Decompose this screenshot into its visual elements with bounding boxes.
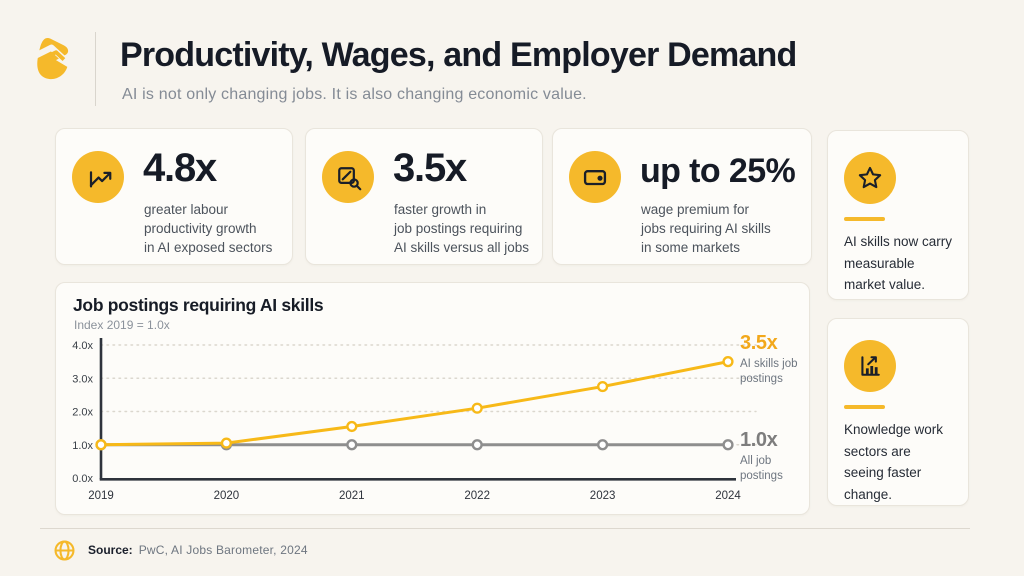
bar-chart-icon [844,340,896,392]
insight-card-knowledge-work: Knowledge work sectors are seeing faster… [827,318,969,506]
insight-card-market-value: AI skills now carry measurable market va… [827,130,969,300]
accent-rule [844,405,885,409]
stat-value: 4.8x [143,146,217,190]
chart-svg: 0.0x 1.0x 2.0x 3.0x 4.0x 2019 2020 2021 2022 2023… [72,338,757,502]
stat-description: greater labour productivity growth in AI… [144,202,273,255]
accent-rule [844,217,885,221]
insight-text: Knowledge work sectors are seeing faster… [844,422,944,502]
insight-text: AI skills now carry measurable market va… [844,234,953,293]
svg-text:2021: 2021 [339,490,365,502]
stat-description: faster growth in job postings requiring … [394,202,530,255]
series-end-value: 1.0x [740,429,778,451]
chart-subtitle: Index 2019 = 1.0x [74,318,170,332]
source-line: Source: PwC, AI Jobs Barometer, 2024 [88,543,308,557]
stat-card-wage-premium: up to 25% wage premium for jobs requirin… [552,128,812,265]
svg-text:2024: 2024 [715,490,741,502]
brand-logo-icon [34,38,69,80]
svg-text:2019: 2019 [88,490,114,502]
svg-text:2.0x: 2.0x [72,407,93,419]
stat-value: 3.5x [393,146,467,190]
chart-title: Job postings requiring AI skills [73,295,324,315]
svg-text:2023: 2023 [590,490,616,502]
series-name: All job postings [740,455,783,482]
source-label: Source: [88,543,133,557]
star-icon [844,152,896,204]
footer-divider [40,528,970,529]
globe-icon [54,540,75,561]
document-search-icon [322,151,374,203]
page-subtitle: AI is not only changing jobs. It is also… [122,86,587,103]
stat-card-job-postings: 3.5x faster growth in job postings requi… [305,128,543,265]
stat-value: up to 25% [640,152,796,190]
series-end-value: 3.5x [740,332,778,354]
svg-text:2020: 2020 [214,490,240,502]
svg-text:4.0x: 4.0x [72,340,93,352]
page-title: Productivity, Wages, and Employer Demand [120,36,797,74]
svg-text:1.0x: 1.0x [72,440,93,452]
stat-card-productivity: 4.8x greater labour productivity growth … [55,128,293,265]
source-text: PwC, AI Jobs Barometer, 2024 [138,543,308,557]
svg-text:2022: 2022 [464,490,490,502]
trending-up-icon [72,151,124,203]
series-name: AI skills job postings [740,358,798,385]
series-label-ai-skills: 3.5x AI skills job postings [740,332,810,387]
svg-text:0.0x: 0.0x [72,473,93,485]
svg-text:3.0x: 3.0x [72,373,93,385]
wage-card-icon [569,151,621,203]
header-divider [95,32,96,106]
chart-panel: Job postings requiring AI skills Index 2… [55,282,810,515]
series-label-all-jobs: 1.0x All job postings [740,429,810,484]
stat-description: wage premium for jobs requiring AI skill… [641,202,771,255]
